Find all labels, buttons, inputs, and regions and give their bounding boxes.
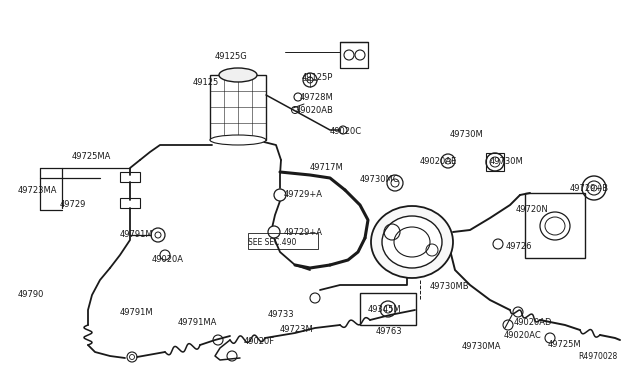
Bar [120, 198, 140, 208]
Text: 49730M: 49730M [450, 130, 484, 139]
Ellipse shape [382, 216, 442, 268]
Text: 49730MB: 49730MB [430, 282, 470, 291]
Text: 49125: 49125 [193, 78, 220, 87]
Text: 49020AC: 49020AC [504, 331, 541, 340]
Ellipse shape [210, 135, 266, 145]
Text: 49723MA: 49723MA [18, 186, 58, 195]
Text: SEE SEC.490: SEE SEC.490 [248, 238, 296, 247]
Text: 49728M: 49728M [300, 93, 333, 102]
Text: 49763: 49763 [376, 327, 403, 336]
Text: 49730MA: 49730MA [462, 342, 502, 351]
Circle shape [268, 226, 280, 238]
Text: 49345M: 49345M [368, 305, 402, 314]
Bar [360, 293, 416, 325]
Text: 49020AD: 49020AD [514, 318, 552, 327]
Bar [210, 75, 266, 140]
Text: 49729+A: 49729+A [284, 228, 323, 237]
Ellipse shape [371, 206, 453, 278]
Text: 49726: 49726 [506, 242, 532, 251]
Text: 49791MA: 49791MA [178, 318, 218, 327]
Text: 49020AE: 49020AE [420, 157, 457, 166]
Bar [486, 153, 504, 171]
Text: 49791M: 49791M [120, 308, 154, 317]
Circle shape [274, 189, 286, 201]
Text: 49720N: 49720N [516, 205, 548, 214]
Text: 49725M: 49725M [548, 340, 582, 349]
Text: 49729: 49729 [60, 200, 86, 209]
Bar [525, 193, 585, 258]
Text: 49733: 49733 [268, 310, 294, 319]
Text: 49723M: 49723M [280, 325, 314, 334]
Text: 49790: 49790 [18, 290, 44, 299]
Text: 49125G: 49125G [215, 52, 248, 61]
Text: 49020AB: 49020AB [296, 106, 334, 115]
Text: 49791M: 49791M [120, 230, 154, 239]
Bar [248, 233, 318, 249]
Text: 49729+B: 49729+B [570, 184, 609, 193]
Text: 49729+A: 49729+A [284, 190, 323, 199]
Text: 49020C: 49020C [330, 127, 362, 136]
Text: 49730MC: 49730MC [360, 175, 399, 184]
Text: 49020A: 49020A [152, 255, 184, 264]
Text: 49020F: 49020F [244, 337, 275, 346]
Text: 49717M: 49717M [310, 163, 344, 172]
Text: 49730M: 49730M [490, 157, 524, 166]
Ellipse shape [219, 68, 257, 82]
Text: R4970028: R4970028 [578, 352, 617, 361]
Text: 49125P: 49125P [302, 73, 333, 82]
Text: 49725MA: 49725MA [72, 152, 111, 161]
Bar [120, 172, 140, 182]
